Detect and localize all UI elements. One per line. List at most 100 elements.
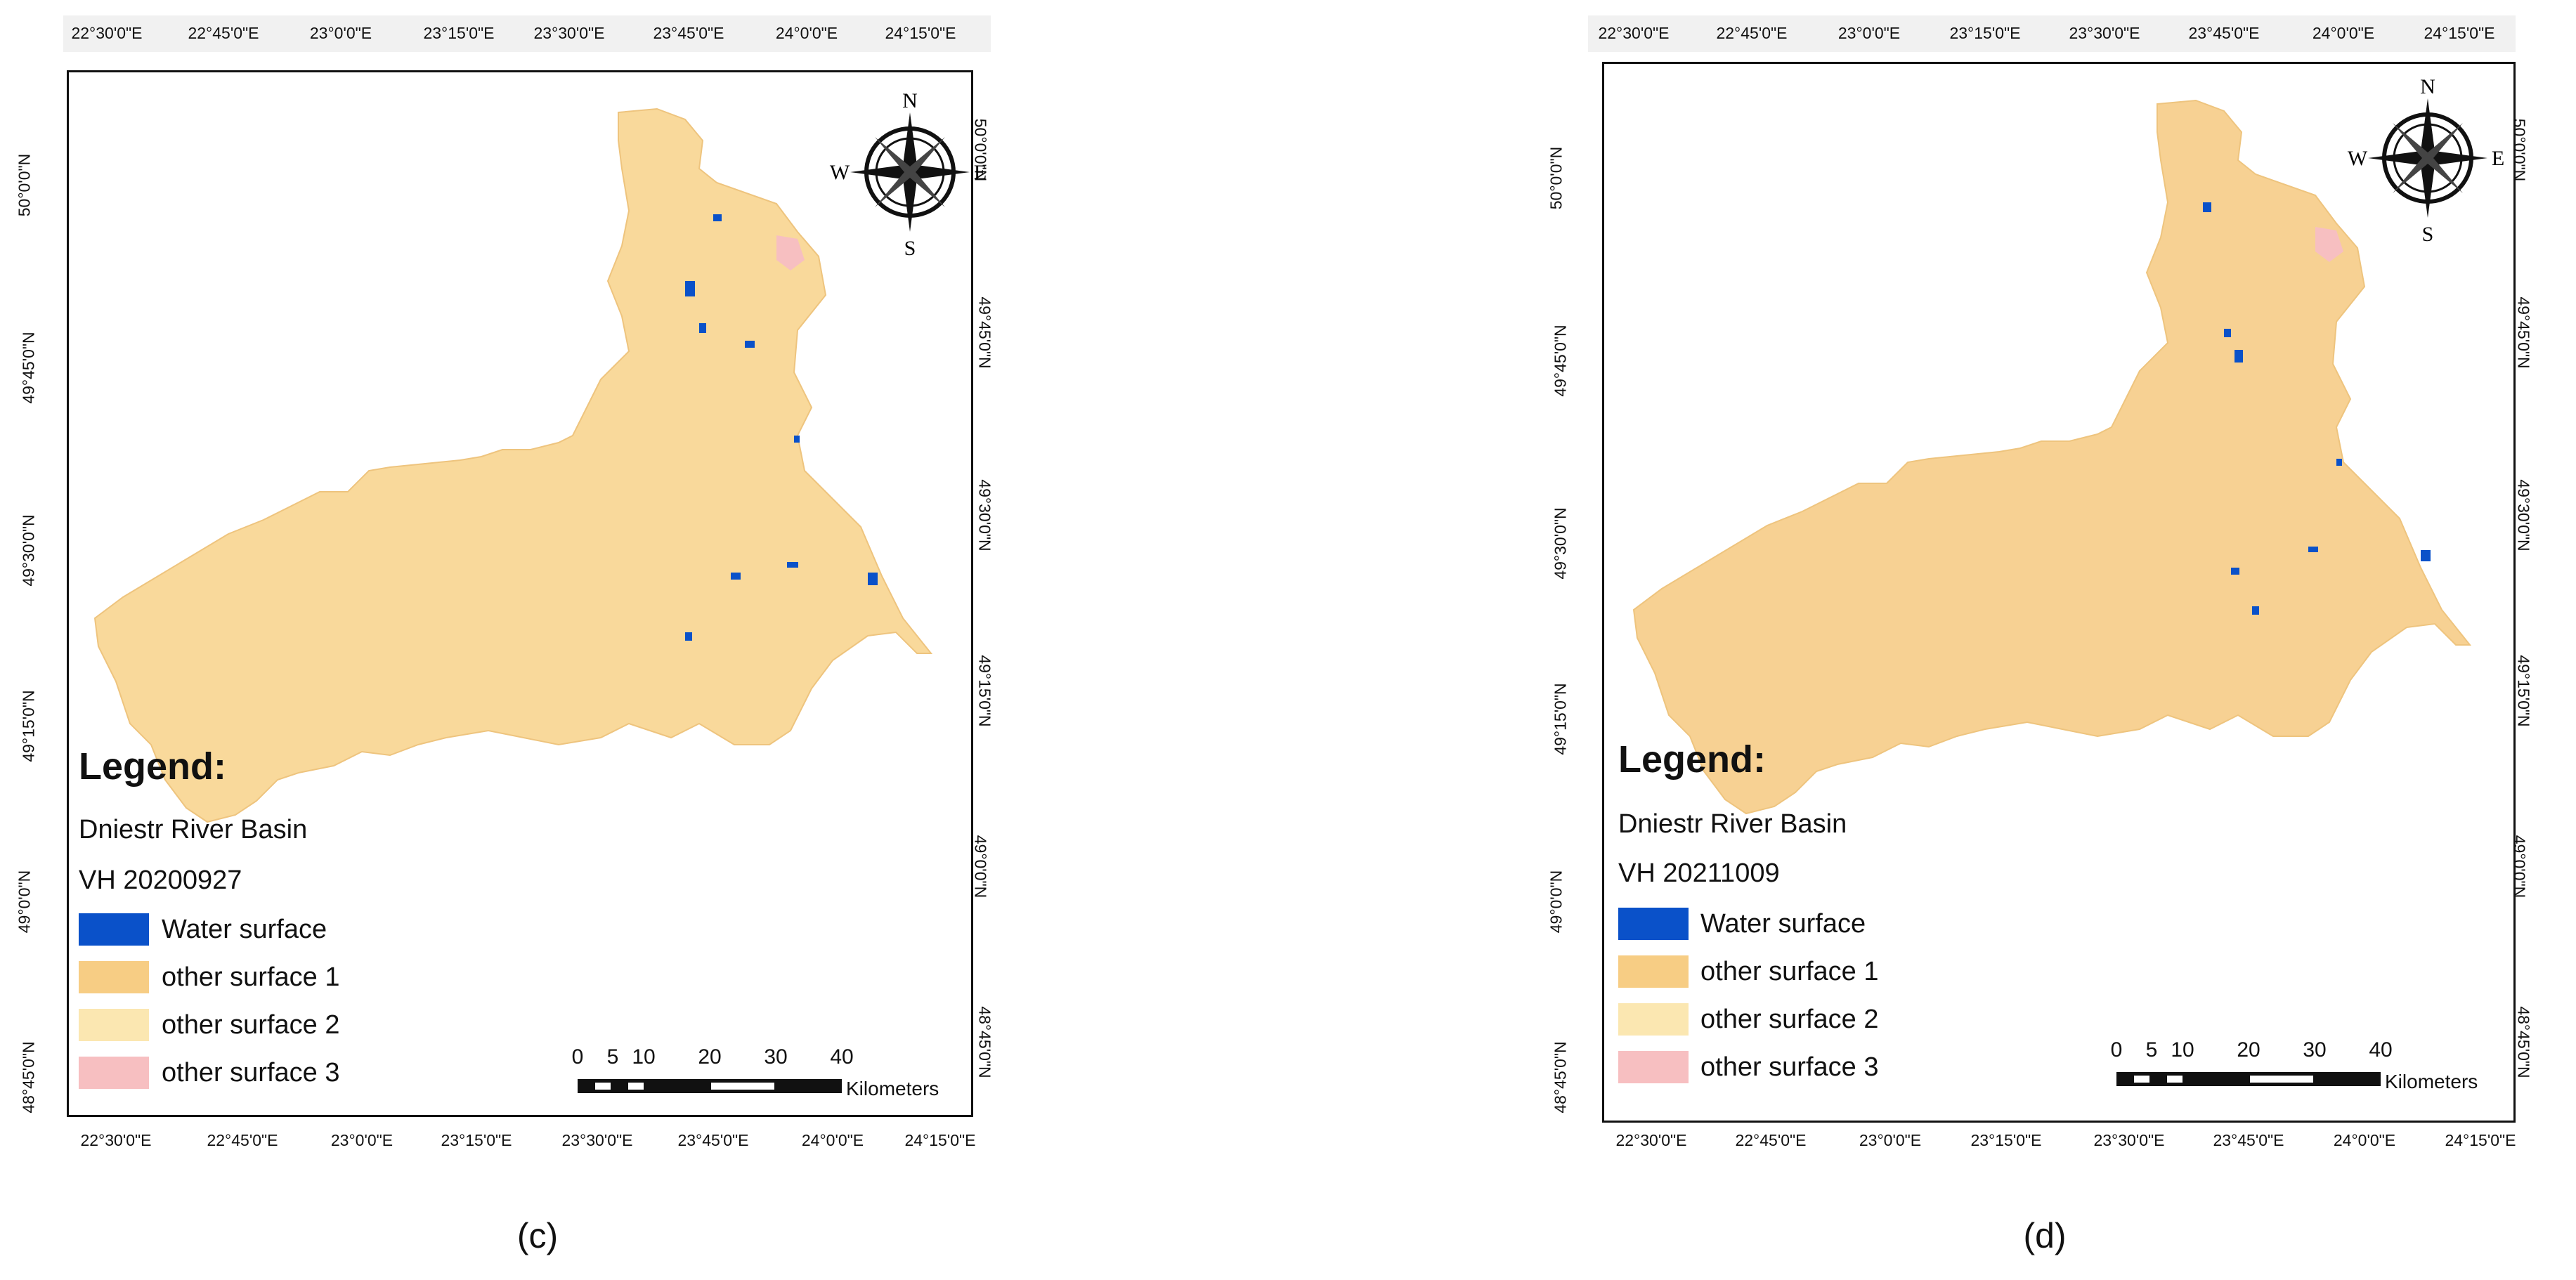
compass-e: E (2492, 147, 2504, 170)
map-panel-d: 22°30'0"E 22°45'0"E 23°0'0"E 23°15'0"E 2… (1546, 0, 2544, 1280)
top-tick: 23°45'0"E (653, 24, 724, 42)
water-body (731, 573, 741, 580)
water-body (713, 214, 722, 221)
scale-label: 10 (632, 1045, 656, 1069)
top-tick: 23°15'0"E (423, 24, 495, 42)
legend-swatch-water (1618, 908, 1689, 940)
left-tick: 48°45'0"N (19, 1041, 38, 1114)
compass-n: N (902, 89, 918, 112)
legend-item: Water surface (1700, 909, 1866, 939)
legend-swatch-surface-3 (1618, 1051, 1689, 1083)
water-body (794, 436, 800, 443)
legend-item: Water surface (162, 915, 327, 944)
top-graticule-band (1588, 15, 2516, 52)
water-body (2224, 329, 2231, 337)
scale-bar (2116, 1072, 2381, 1086)
top-tick: 22°30'0"E (71, 24, 143, 42)
bottom-tick: 22°45'0"E (1735, 1131, 1807, 1149)
top-tick: 23°30'0"E (533, 24, 605, 42)
scale-label: 5 (2145, 1038, 2158, 1062)
compass-e: E (974, 161, 987, 184)
left-tick: 49°30'0"N (1551, 507, 1570, 580)
water-body (745, 341, 755, 348)
panel-label: (c) (516, 1216, 559, 1255)
water-body (2308, 547, 2318, 552)
legend-basin: Dniestr River Basin (1618, 809, 1847, 839)
map-panel-c: 22°30'0"E 22°45'0"E 23°0'0"E 23°15'0"E 2… (7, 0, 1005, 1280)
scale-label: 20 (2237, 1038, 2260, 1062)
compass-s: S (2422, 223, 2434, 246)
compass-w: W (2348, 147, 2368, 170)
legend-item: other surface 2 (162, 1010, 340, 1040)
legend-item: other surface 3 (1700, 1052, 1879, 1082)
top-tick: 24°15'0"E (2424, 24, 2495, 42)
left-tick: 48°45'0"N (1551, 1041, 1570, 1114)
water-body (2421, 550, 2431, 561)
legend-swatch-water (79, 913, 149, 946)
bottom-tick: 23°30'0"E (561, 1131, 633, 1149)
scale-unit: Kilometers (846, 1078, 939, 1099)
top-tick: 23°45'0"E (2188, 24, 2260, 42)
right-tick: 49°45'0"N (975, 296, 994, 369)
water-body (699, 323, 706, 333)
water-body (685, 632, 692, 641)
right-tick: 48°45'0"N (975, 1006, 994, 1078)
bottom-tick: 22°30'0"E (80, 1131, 152, 1149)
surface-3-patch (2315, 227, 2343, 262)
basin-surface (1632, 99, 2472, 815)
panel-label: (d) (2023, 1216, 2067, 1255)
left-tick: 49°15'0"N (1551, 683, 1570, 755)
right-tick: 49°30'0"N (975, 479, 994, 551)
legend-item: other surface 2 (1700, 1005, 1879, 1034)
scale-label: 30 (764, 1045, 788, 1069)
legend-swatch-surface-3 (79, 1057, 149, 1089)
top-graticule-band (63, 15, 991, 52)
top-tick: 22°30'0"E (1598, 24, 1670, 42)
river-basin-map (1632, 99, 2472, 815)
surface-3-patch (776, 235, 805, 270)
water-body (787, 562, 798, 568)
right-tick: 49°0'0"N (971, 835, 990, 899)
basin-surface (93, 107, 933, 823)
compass-w: W (830, 161, 850, 184)
top-tick: 23°0'0"E (1837, 24, 1901, 42)
right-tick: 48°45'0"N (2514, 1006, 2533, 1078)
water-body (2252, 606, 2259, 615)
scale-label: 40 (830, 1045, 854, 1069)
scale-bar (578, 1079, 842, 1093)
scale-label: 0 (571, 1045, 584, 1069)
top-tick: 24°15'0"E (885, 24, 956, 42)
legend-swatch-surface-2 (79, 1009, 149, 1041)
left-tick: 49°30'0"N (19, 514, 38, 587)
scale-label: 5 (606, 1045, 619, 1069)
left-tick: 49°45'0"N (1551, 325, 1570, 397)
compass-n: N (2420, 75, 2435, 98)
right-tick: 49°15'0"N (2514, 655, 2533, 727)
water-body (2235, 350, 2243, 363)
left-tick: 49°0'0"N (1547, 870, 1566, 934)
scale-label: 20 (698, 1045, 722, 1069)
top-tick: 24°0'0"E (2312, 24, 2375, 42)
bottom-tick: 23°15'0"E (1970, 1131, 2042, 1149)
water-body (868, 573, 878, 585)
compass-s: S (904, 237, 916, 260)
top-tick: 23°0'0"E (309, 24, 372, 42)
left-tick: 49°0'0"N (15, 870, 34, 934)
water-body (2336, 459, 2342, 466)
bottom-tick: 23°30'0"E (2093, 1131, 2165, 1149)
bottom-tick: 24°0'0"E (2333, 1131, 2396, 1149)
legend-item: other surface 3 (162, 1058, 340, 1088)
bottom-tick: 23°0'0"E (330, 1131, 393, 1149)
scale-label: 40 (2369, 1038, 2393, 1062)
top-tick: 24°0'0"E (775, 24, 838, 42)
water-body (2231, 568, 2239, 575)
left-tick: 50°0'0"N (15, 153, 34, 217)
legend-title: Legend: (1618, 738, 1766, 781)
bottom-tick: 23°45'0"E (2213, 1131, 2284, 1149)
bottom-tick: 23°45'0"E (677, 1131, 749, 1149)
scale-label: 30 (2303, 1038, 2327, 1062)
top-tick: 23°15'0"E (1949, 24, 2021, 42)
scale-unit: Kilometers (2385, 1071, 2478, 1092)
legend-swatch-surface-1 (79, 961, 149, 993)
bottom-tick: 24°15'0"E (2445, 1131, 2516, 1149)
